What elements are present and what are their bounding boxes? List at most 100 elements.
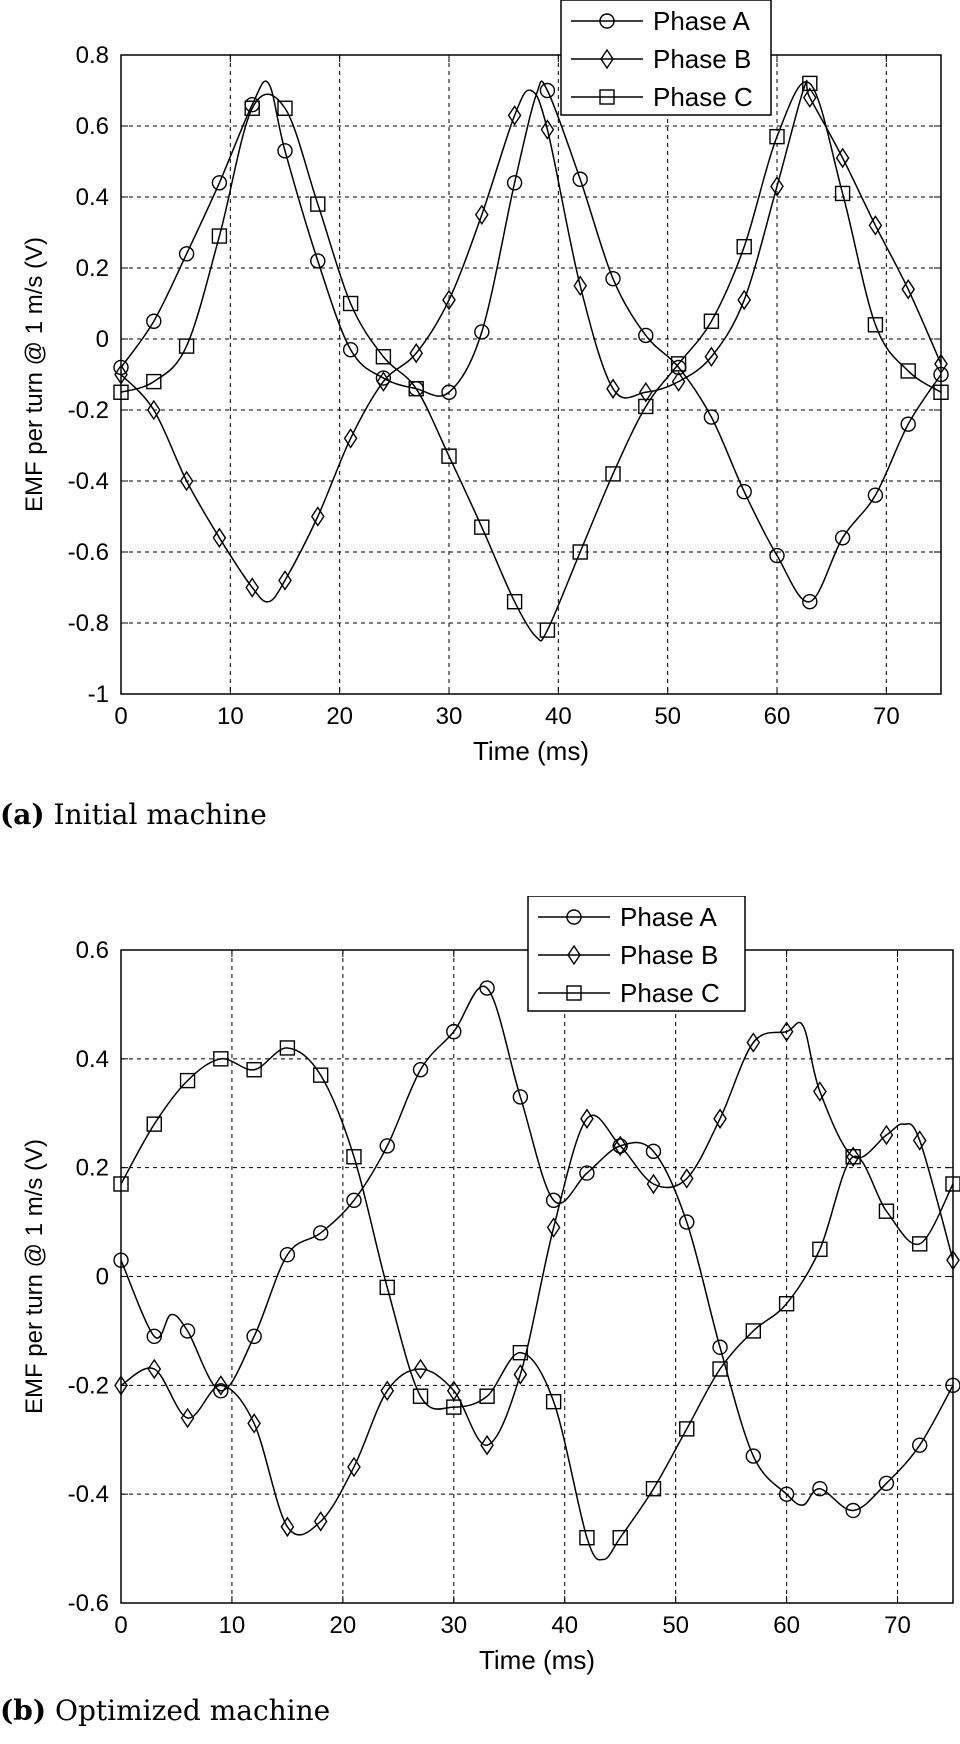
legend: Phase A Phase B Phase C (527, 896, 746, 1012)
data-point (446, 1023, 462, 1040)
y-axis-label: EMF per turn @ 1 m/s (V) (21, 1139, 48, 1414)
x-tick-label: 50 (654, 703, 681, 730)
caption-label: (a) (0, 798, 45, 831)
data-point (769, 128, 785, 145)
caption-initial-machine: (a) Initial machine (0, 798, 267, 831)
data-point (638, 327, 654, 344)
data-point (867, 487, 884, 503)
data-point (912, 1236, 928, 1252)
data-point (612, 1530, 628, 1546)
x-axis-label: Time (ms) (473, 736, 589, 766)
data-point (769, 547, 785, 564)
data-point (179, 1323, 196, 1339)
y-tick-label: 0.6 (76, 937, 109, 964)
legend-marker (599, 13, 615, 29)
data-point (146, 399, 161, 421)
data-point (347, 1456, 361, 1478)
caption-optimized-machine: (b) Optimized machine (0, 1694, 330, 1727)
data-point (279, 1040, 296, 1056)
chart-optimized-machine: 0 10 20 30 40 50 60 70 -0.6 -0.4 -0.2 0 0.2 0.4 0.6 Tim… (21, 896, 960, 1675)
data-point (713, 1108, 727, 1129)
y-tick-label: -0.6 (68, 539, 109, 566)
series-line (120, 1047, 954, 1561)
data-point (313, 1511, 328, 1532)
data-point (613, 1135, 628, 1157)
data-point (310, 506, 325, 527)
data-point (573, 275, 588, 297)
data-point (312, 1067, 329, 1083)
y-tick-label: -1 (88, 681, 109, 708)
x-tick-label: 30 (440, 1612, 467, 1639)
y-tick-label: 0.2 (76, 1155, 109, 1182)
data-point (310, 253, 326, 269)
legend-box (527, 896, 746, 1012)
data-point (868, 215, 883, 236)
data-point (146, 1328, 162, 1345)
series-line (120, 1021, 954, 1536)
x-tick-label: 0 (114, 703, 127, 730)
data-point (900, 363, 916, 379)
gridlines (121, 950, 953, 1603)
data-point (679, 1421, 695, 1437)
legend-label: Phase A (620, 902, 718, 932)
y-tick-label: 0.8 (76, 42, 109, 69)
data-point (572, 171, 588, 187)
axis-ticks: 0 10 20 30 40 50 60 70 -0.6 -0.4 -0.2 0 0.2 0.4 0.6 (68, 937, 953, 1639)
data-point (778, 1486, 795, 1502)
data-point (146, 1116, 162, 1132)
data-point (310, 196, 326, 212)
legend-marker (600, 48, 614, 70)
data-point (736, 238, 752, 255)
data-point (513, 1364, 528, 1385)
series-phase-c (113, 75, 949, 642)
x-tick-label: 30 (436, 703, 463, 730)
data-point (408, 381, 424, 397)
data-point (606, 378, 620, 399)
legend-label: Phase B (620, 940, 718, 970)
data-point (846, 1146, 861, 1168)
data-point (703, 313, 720, 329)
caption-label: (b) (0, 1694, 47, 1727)
data-point (834, 185, 851, 202)
data-point (746, 1032, 761, 1053)
data-point (277, 100, 293, 116)
x-tick-label: 60 (773, 1612, 800, 1639)
series-line (120, 80, 942, 603)
data-point (579, 1530, 595, 1546)
series-line (120, 985, 954, 1512)
series-phase-c (113, 1040, 960, 1561)
x-tick-label: 10 (219, 1612, 246, 1639)
data-point (572, 544, 588, 560)
x-tick-label: 40 (545, 703, 572, 730)
y-tick-label: -0.4 (68, 1481, 109, 1508)
axis-ticks: 0 10 20 30 40 50 60 70 -1 -0.8 -0.6 -0.4 -0.2 0 0.2 0.4… (68, 42, 941, 730)
data-point (375, 370, 392, 386)
y-tick-label: 0.2 (76, 255, 109, 282)
data-point (912, 1437, 928, 1453)
data-point (802, 594, 818, 610)
data-point (213, 1051, 229, 1067)
data-point (712, 1361, 728, 1377)
gridlines (121, 55, 941, 694)
data-point (247, 1413, 261, 1434)
legend-label: Phase A (653, 6, 751, 36)
y-tick-label: 0 (96, 1264, 109, 1291)
data-point (813, 1081, 827, 1102)
data-point (546, 1217, 561, 1238)
data-point (712, 1339, 728, 1355)
data-point (479, 980, 495, 996)
data-point (605, 270, 621, 287)
data-point (745, 1448, 762, 1464)
data-point (545, 1393, 562, 1410)
data-point (213, 1383, 229, 1399)
data-point (679, 1214, 695, 1230)
data-point (737, 289, 752, 311)
data-point (770, 176, 784, 197)
x-tick-label: 70 (884, 1612, 911, 1639)
data-point (146, 313, 162, 329)
data-point (376, 371, 391, 392)
x-tick-label: 40 (551, 1612, 578, 1639)
data-point (280, 1516, 295, 1538)
data-point (512, 1089, 529, 1105)
data-point (834, 530, 851, 546)
